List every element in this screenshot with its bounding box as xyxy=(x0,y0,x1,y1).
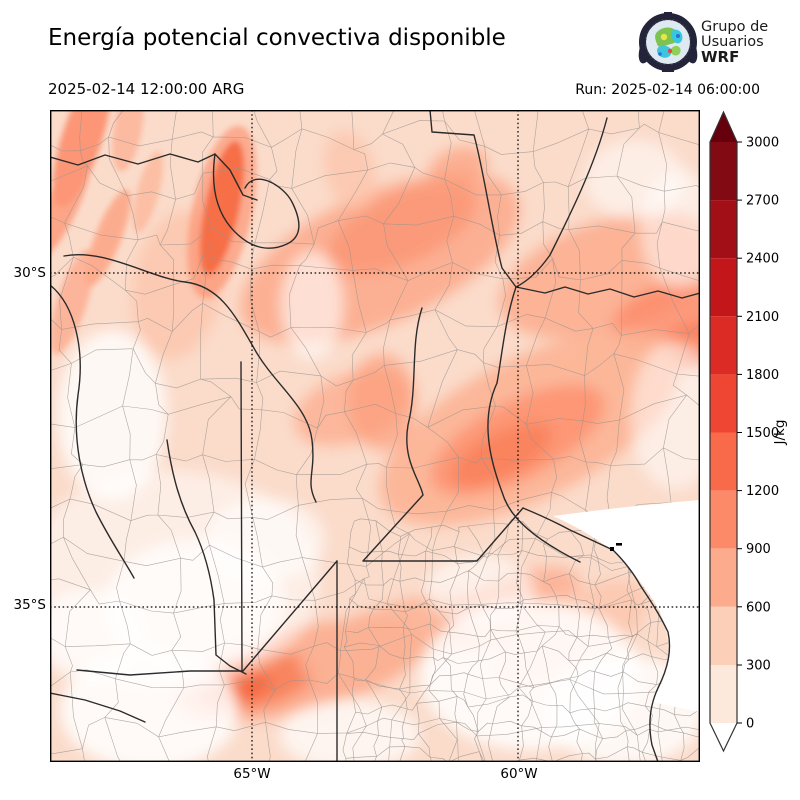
colorbar-over-arrow xyxy=(710,112,737,142)
svg-text:3000: 3000 xyxy=(746,136,779,151)
wrf-users-group-logo: Grupo de Usuarios WRF xyxy=(637,10,797,76)
wrf-globe-seal-icon xyxy=(638,12,698,72)
rio-de-la-plata xyxy=(553,500,700,712)
svg-text:2100: 2100 xyxy=(746,310,779,325)
svg-text:900: 900 xyxy=(746,542,771,557)
province-boundaries xyxy=(50,110,700,762)
svg-text:1800: 1800 xyxy=(746,368,779,383)
colorbar-tickmarks xyxy=(737,141,742,724)
colorbar: 3000 2700 2400 2100 1800 1500 1200 900 6… xyxy=(700,100,800,770)
colorbar-unit-label: J/kg xyxy=(772,420,788,446)
svg-text:1200: 1200 xyxy=(746,484,779,499)
department-mesh-path xyxy=(50,110,700,762)
lon-label-60w: 60°W xyxy=(500,766,538,782)
city-marker xyxy=(610,543,622,551)
cape-map-canvas xyxy=(50,110,700,762)
department-boundaries xyxy=(50,110,700,762)
svg-text:2400: 2400 xyxy=(746,252,779,267)
lat-label-30s: 30°S xyxy=(13,265,47,281)
svg-text:2700: 2700 xyxy=(746,194,779,209)
svg-text:600: 600 xyxy=(746,600,771,615)
colorbar-tick-labels: 3000 2700 2400 2100 1800 1500 1200 900 6… xyxy=(746,136,779,732)
page-title: Energía potencial convectiva disponible xyxy=(48,25,506,51)
svg-text:300: 300 xyxy=(746,659,771,674)
lat-label-35s: 35°S xyxy=(13,597,47,613)
logo-text-line2: Usuarios xyxy=(701,34,764,50)
svg-text:1500: 1500 xyxy=(746,426,779,441)
colorbar-under-arrow xyxy=(710,723,737,751)
map-border xyxy=(50,110,700,762)
valid-time-label: 2025-02-14 12:00:00 ARG xyxy=(48,80,245,98)
cape-map xyxy=(50,110,700,762)
logo-text-line3: WRF xyxy=(701,48,740,66)
run-time-label: Run: 2025-02-14 06:00:00 xyxy=(575,82,760,98)
logo-text-line1: Grupo de xyxy=(701,19,769,35)
graticule xyxy=(50,110,700,762)
cape-shading xyxy=(50,110,700,762)
lon-label-65w: 65°W xyxy=(233,766,271,782)
svg-text:0: 0 xyxy=(746,717,754,732)
colorbar-segments xyxy=(710,142,737,723)
